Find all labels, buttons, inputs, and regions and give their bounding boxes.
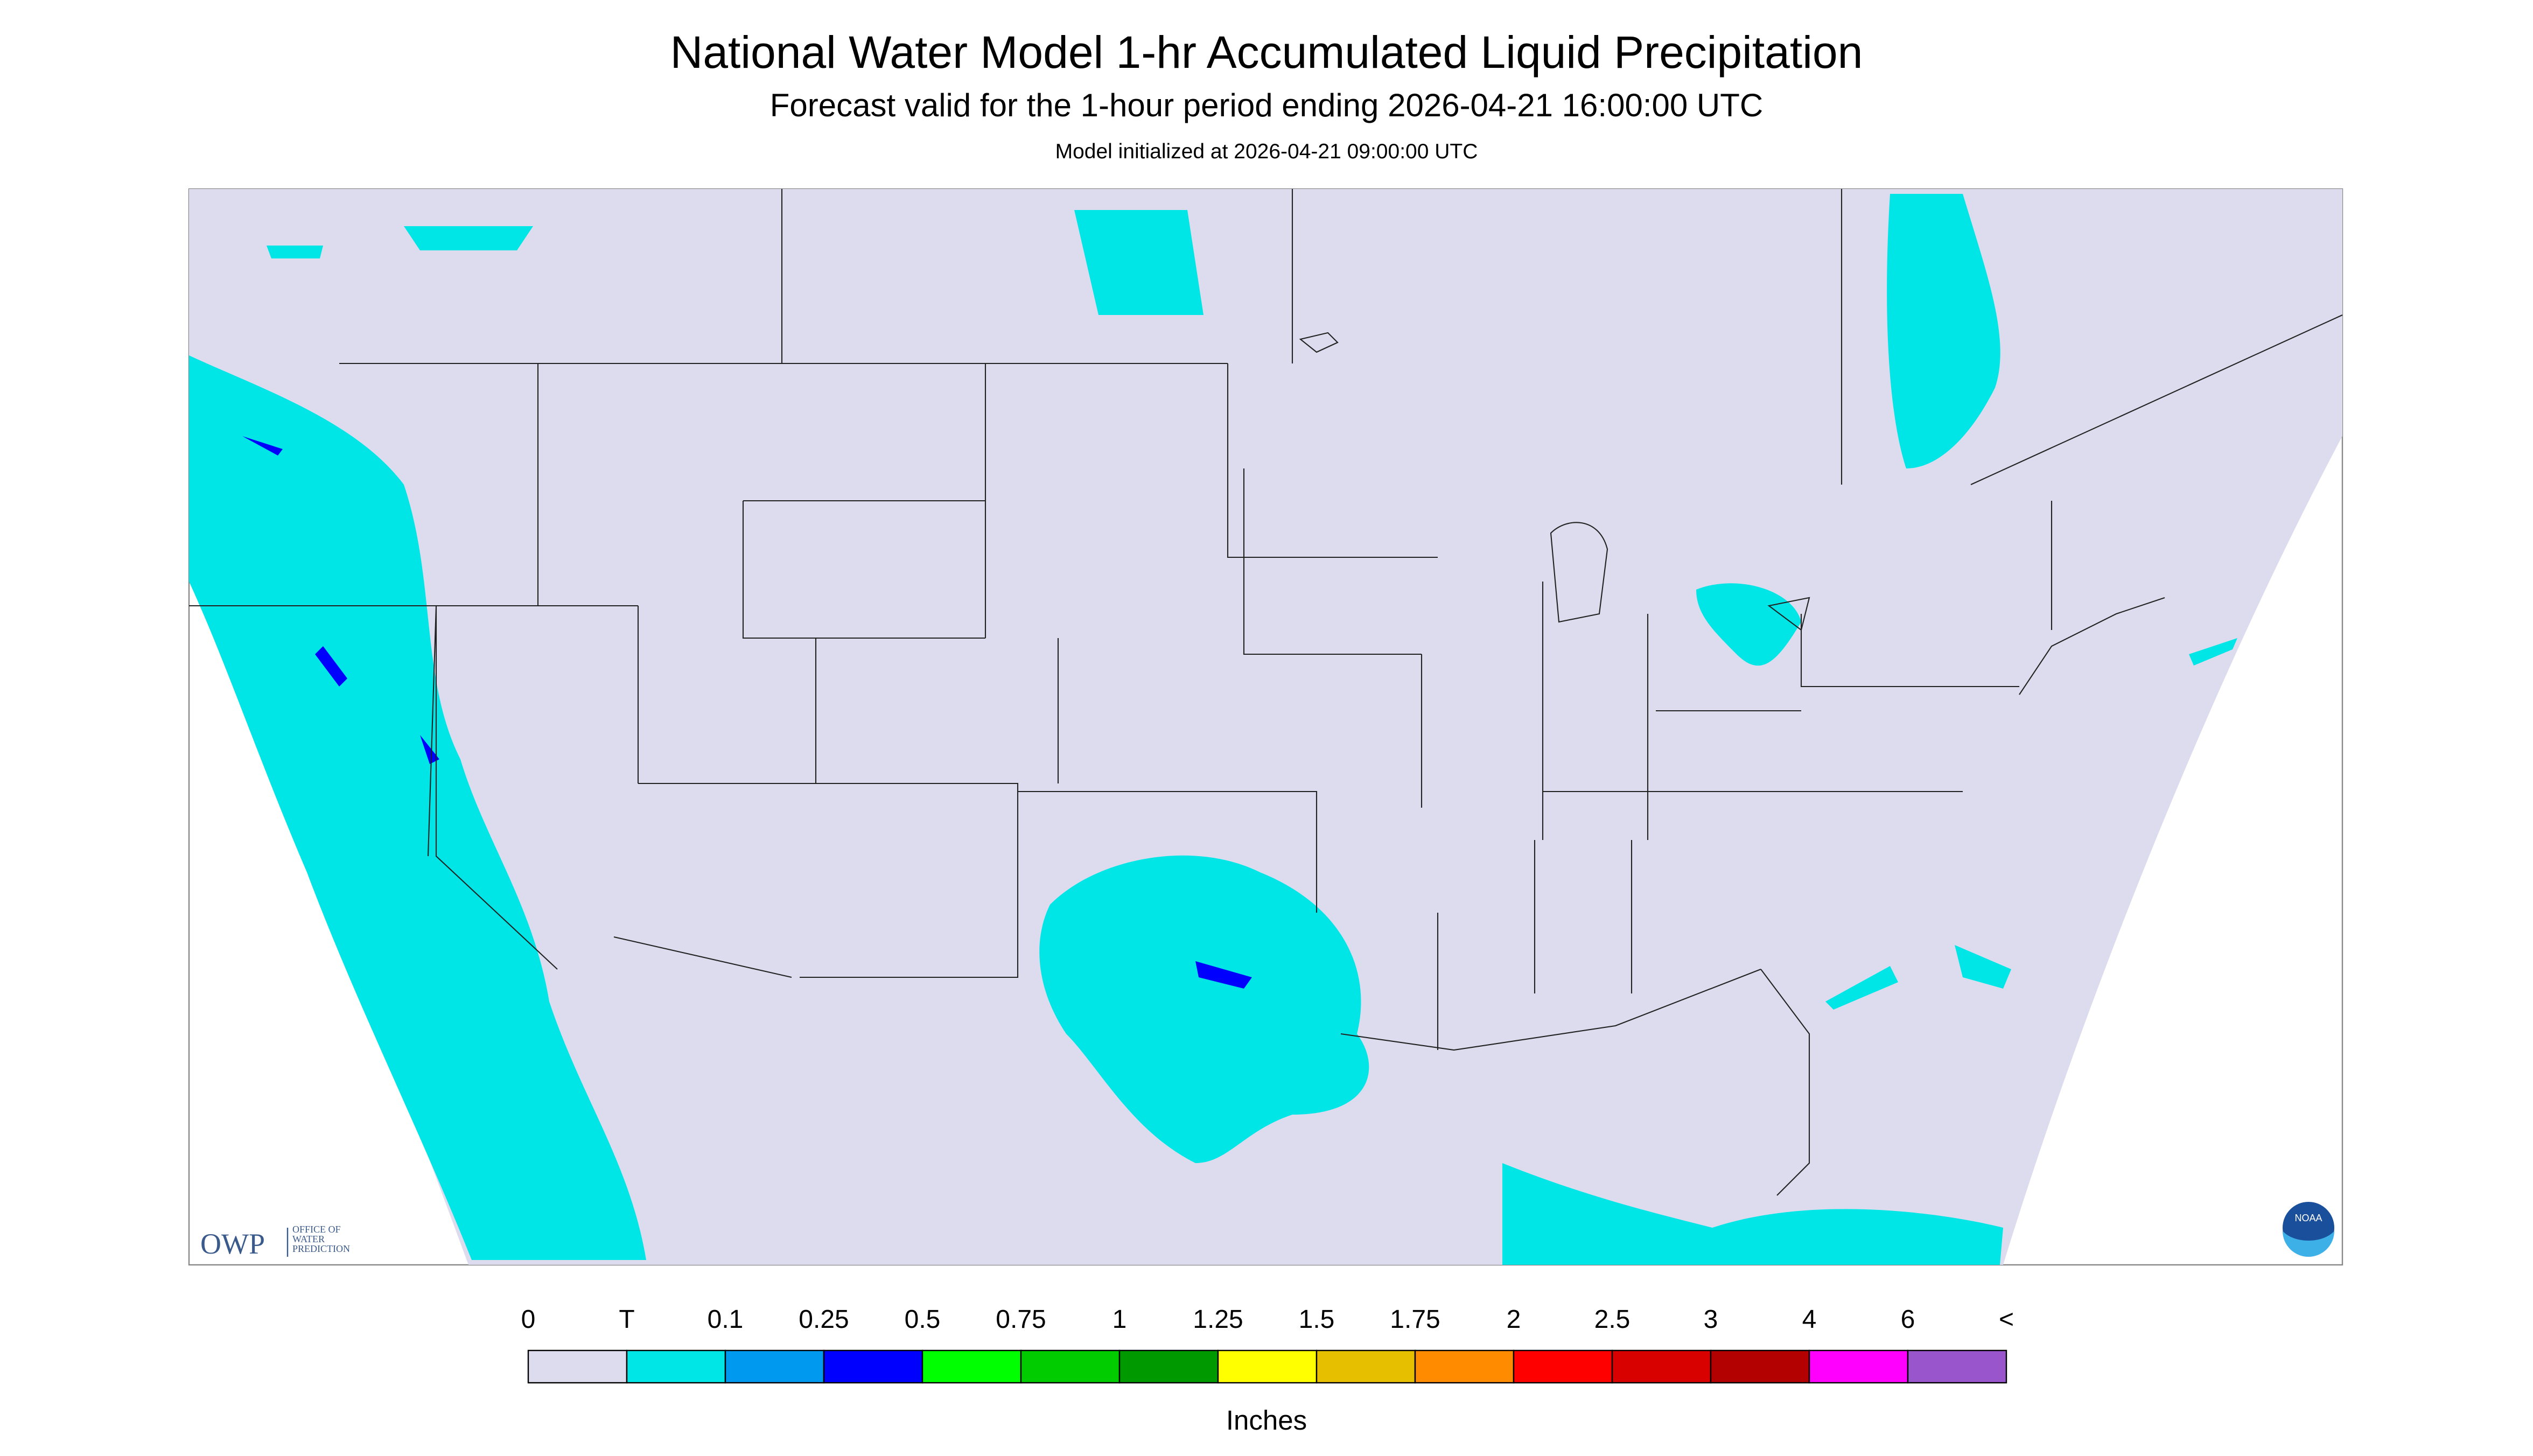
legend-label: 6 [1901, 1305, 1915, 1334]
legend-label: 2.5 [1594, 1305, 1631, 1334]
legend-label: T [619, 1305, 634, 1334]
legend-label: 0.1 [708, 1305, 744, 1334]
legend-swatch [921, 1349, 1022, 1384]
legend-label: 1 [1112, 1305, 1127, 1334]
legend-swatch [1513, 1349, 1613, 1384]
legend-swatch [1316, 1349, 1416, 1384]
legend-swatch [1020, 1349, 1121, 1384]
map [188, 188, 2343, 1266]
legend-label: 0 [521, 1305, 536, 1334]
legend-swatch [724, 1349, 825, 1384]
legend-swatch [1907, 1349, 2007, 1384]
noaa-logo-text: NOAA [2294, 1213, 2322, 1223]
legend-label: 1.5 [1299, 1305, 1335, 1334]
legend-unit: Inches [1226, 1405, 1307, 1436]
precipitation [189, 194, 2237, 1265]
owp-logo-text: OWP [200, 1228, 265, 1260]
owp-subtitle: OFFICE OF WATER PREDICTION [292, 1224, 350, 1254]
owp-subtitle-line: OFFICE OF [292, 1224, 341, 1235]
legend-label: < [1999, 1305, 2014, 1334]
legend-swatch [1611, 1349, 1712, 1384]
legend-swatch [1217, 1349, 1318, 1384]
boundaries [189, 189, 2343, 1196]
legend: 0 T 0.1 0.25 0.5 0.75 1 1.25 1.5 1.75 2 2.5 3 4 6 < [521, 1305, 2014, 1384]
owp-logo: OWP OFFICE OF WATER PREDICTION [200, 1224, 350, 1260]
legend-swatch [1710, 1349, 1810, 1384]
legend-swatch [1414, 1349, 1515, 1384]
legend-label: 2 [1507, 1305, 1521, 1334]
subtitle: Forecast valid for the 1-hour period end… [770, 87, 1763, 123]
legend-label: 0.5 [905, 1305, 941, 1334]
legend-swatch [1118, 1349, 1219, 1384]
init-time: Model initialized at 2026-04-21 09:00:00… [1055, 140, 1478, 163]
legend-label: 1.75 [1390, 1305, 1440, 1334]
title: National Water Model 1-hr Accumulated Li… [670, 27, 1863, 78]
legend-label: 4 [1802, 1305, 1817, 1334]
legend-label: 0.75 [996, 1305, 1046, 1334]
legend-swatch [1808, 1349, 1909, 1384]
legend-swatch [626, 1349, 726, 1384]
owp-subtitle-line: PREDICTION [292, 1243, 350, 1254]
legend-label: 1.25 [1193, 1305, 1243, 1334]
model-domain [189, 189, 2342, 1265]
legend-label: 3 [1704, 1305, 1718, 1334]
legend-swatch [823, 1349, 923, 1384]
noaa-logo: NOAA [2283, 1202, 2334, 1257]
legend-swatch [527, 1349, 628, 1384]
owp-subtitle-line: WATER [292, 1234, 325, 1244]
legend-label: 0.25 [799, 1305, 849, 1334]
